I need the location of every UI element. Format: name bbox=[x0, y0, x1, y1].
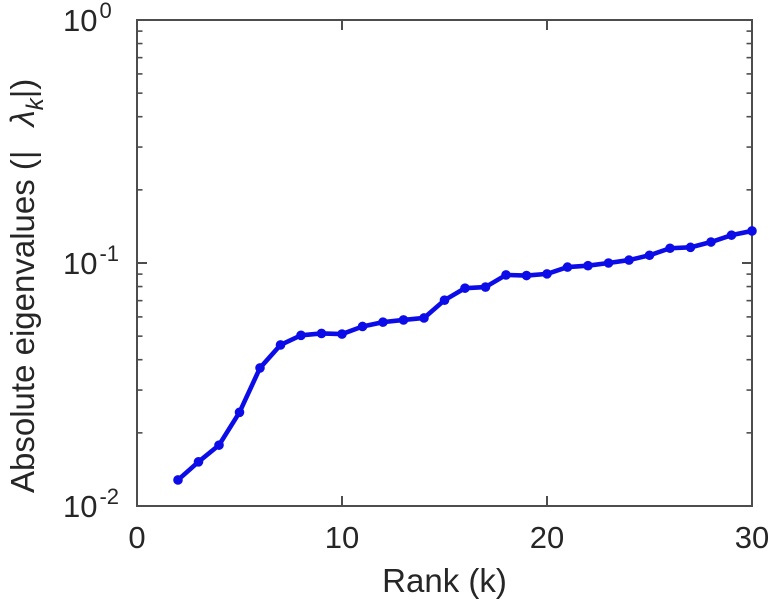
data-point bbox=[583, 260, 593, 271]
y-tick-label: 10-2 bbox=[63, 484, 119, 524]
data-point bbox=[685, 242, 696, 253]
plot-box bbox=[136, 19, 753, 507]
data-point bbox=[255, 363, 265, 373]
data-point bbox=[193, 457, 204, 467]
data-point bbox=[501, 270, 511, 280]
data-point bbox=[398, 315, 409, 325]
x-tick-label: 20 bbox=[530, 520, 564, 555]
data-point bbox=[214, 440, 224, 450]
data-point bbox=[644, 250, 655, 261]
lambda-subscript: k bbox=[22, 98, 49, 111]
data-point bbox=[419, 313, 429, 323]
data-line bbox=[175, 228, 755, 483]
data-point bbox=[542, 269, 552, 279]
y-axis-label: Absolute eigenvalues (| λk|) bbox=[4, 78, 49, 493]
data-point bbox=[726, 230, 737, 240]
data-point bbox=[275, 340, 286, 350]
x-tick-label: 30 bbox=[735, 520, 769, 555]
data-point bbox=[173, 475, 183, 485]
y-axis-label-suffix: |) bbox=[4, 78, 41, 99]
data-point bbox=[460, 283, 470, 293]
data-point bbox=[357, 321, 368, 332]
data-point bbox=[234, 407, 245, 418]
data-point bbox=[316, 328, 327, 339]
data-point bbox=[439, 295, 450, 305]
y-tick-label: 10-1 bbox=[63, 241, 119, 281]
data-point bbox=[665, 243, 675, 254]
y-axis-label-prefix: Absolute eigenvalues (| bbox=[4, 150, 41, 493]
x-tick-label: 10 bbox=[325, 520, 359, 555]
data-point bbox=[480, 282, 491, 292]
data-point bbox=[562, 262, 573, 272]
data-point bbox=[521, 270, 532, 281]
data-point bbox=[296, 330, 306, 341]
data-point bbox=[706, 237, 716, 247]
x-tick-label: 0 bbox=[128, 520, 145, 555]
lambda-symbol: λ bbox=[4, 110, 41, 127]
data-point bbox=[747, 226, 757, 236]
data-point bbox=[624, 255, 634, 265]
data-point bbox=[378, 317, 388, 327]
x-axis-label: Rank (k) bbox=[382, 562, 507, 599]
y-tick-label: 100 bbox=[63, 0, 112, 38]
data-point bbox=[337, 329, 347, 339]
data-point bbox=[603, 258, 614, 268]
